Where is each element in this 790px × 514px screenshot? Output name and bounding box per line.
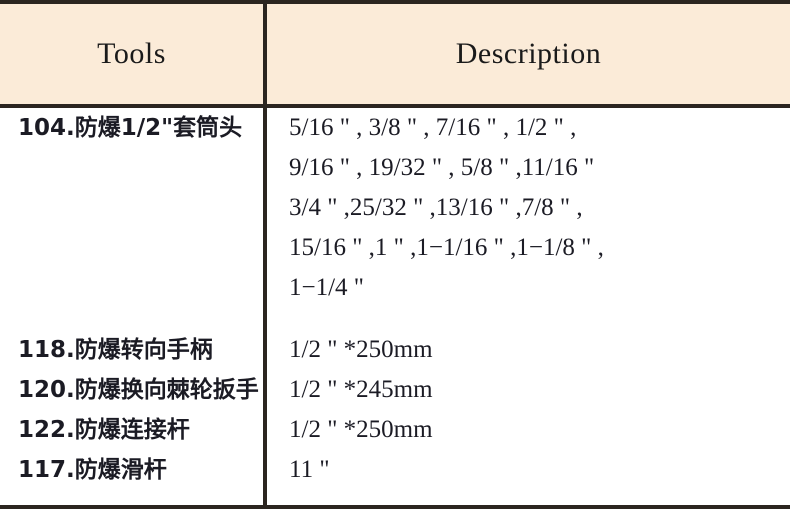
row-group-gap — [0, 308, 263, 330]
table-row-tool-name: 104.防爆1/2"套筒头 — [18, 115, 243, 141]
table-row-description-line: 11 " — [289, 456, 330, 483]
table-row-tool-name: 120.防爆换向棘轮扳手 — [18, 377, 259, 403]
table-top-rule — [0, 0, 790, 4]
table-row-tool-name: 118.防爆转向手柄 — [18, 337, 213, 363]
table-row-description-line: 5/16 " , 3/8 " , 7/16 " , 1/2 " , — [289, 114, 577, 141]
table-row-description-line: 15/16 " ,1 " ,1−1/16 " ,1−1/8 " , — [289, 234, 604, 261]
column-header-description: Description — [455, 37, 602, 70]
table-row-description-line: 1−1/4 " — [289, 274, 364, 301]
table-row-tool-name: 117.防爆滑杆 — [18, 457, 167, 483]
table-row-description-line: 1/2 " *245mm — [289, 376, 433, 403]
spacer-line-1 — [0, 148, 263, 188]
table-row-description-line: 9/16 " , 19/32 " , 5/8 " ,11/16 " — [289, 154, 595, 181]
table-row-description-line: 1/2 " *250mm — [289, 416, 433, 443]
table-header-background — [0, 4, 790, 104]
description-column-body: 5/16 " , 3/8 " , 7/16 " , 1/2 " , 9/16 "… — [267, 108, 790, 505]
spacer-line-2 — [0, 188, 263, 228]
spacer-line-3 — [0, 228, 263, 268]
table-row-tool-name: 122.防爆连接杆 — [18, 417, 190, 443]
tools-column-body: 104.防爆1/2"套筒头 118.防爆转向手柄 120.防爆换向棘轮扳手 12… — [0, 108, 263, 505]
row-group-gap — [267, 308, 790, 330]
table-row-description-line: 1/2 " *250mm — [289, 336, 433, 363]
table-column-divider — [263, 0, 267, 509]
table-header-rule — [0, 104, 790, 108]
table-row-description-line: 3/4 " ,25/32 " ,13/16 " ,7/8 " , — [289, 194, 583, 221]
table-bottom-rule — [0, 505, 790, 509]
column-header-tools: Tools — [97, 37, 166, 70]
spacer-line-4 — [0, 268, 263, 308]
